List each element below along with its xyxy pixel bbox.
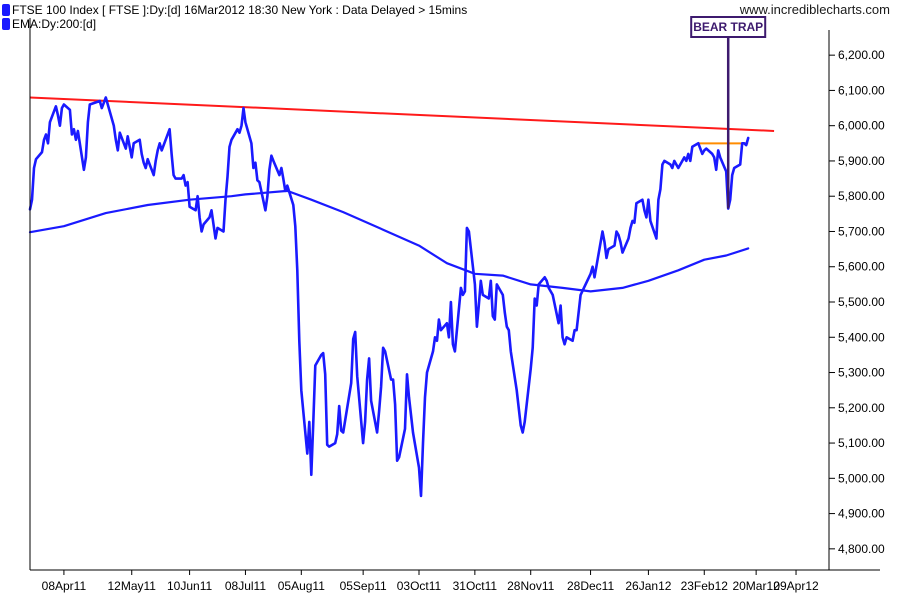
legend-label-price: FTSE 100 Index [ FTSE ]:Dy:[d] 16Mar2012…: [12, 3, 467, 17]
x-tick-label: 03Oct11: [397, 579, 442, 593]
annotation-label: BEAR TRAP: [693, 20, 763, 34]
watermark-text: www.incrediblecharts.com: [739, 2, 890, 17]
x-tick-label: 05Aug11: [278, 579, 325, 593]
x-tick-label: 12May11: [107, 579, 156, 593]
legend: FTSE 100 Index [ FTSE ]:Dy:[d] 16Mar2012…: [2, 3, 467, 31]
bear-trap-annotation: BEAR TRAP: [690, 16, 767, 209]
x-tick-label: 28Dec11: [567, 579, 614, 593]
plot-area: [28, 96, 775, 498]
y-tick-label: 4,800.00: [838, 542, 885, 556]
x-tick-label: 26Jan12: [625, 579, 671, 593]
annotation-box: [690, 16, 767, 38]
y-tick-label: 4,900.00: [838, 507, 885, 521]
x-tick-label: 31Oct11: [453, 579, 498, 593]
y-tick-label: 6,100.00: [838, 83, 885, 97]
x-tick-label: 05Sep11: [340, 579, 387, 593]
y-tick-label: 5,500.00: [838, 295, 885, 309]
legend-label-ema: EMA:Dy:200:[d]: [12, 17, 96, 31]
x-tick-label: 09Apr12: [773, 579, 819, 593]
y-tick-label: 6,000.00: [838, 119, 885, 133]
x-axis: 08Apr11 12May11 10Jun11 08Jul11 05Aug11 05Sep…: [30, 569, 880, 593]
y-tick-label: 5,700.00: [838, 224, 885, 238]
y-tick-label: 5,900.00: [838, 154, 885, 168]
x-tick-label: 28Nov11: [507, 579, 554, 593]
x-tick-label: 20Mar12: [732, 579, 780, 593]
y-tick-label: 6,200.00: [838, 48, 885, 62]
y-tick-label: 5,100.00: [838, 436, 885, 450]
y-tick-label: 5,200.00: [838, 401, 885, 415]
legend-swatch-price: [2, 4, 10, 16]
x-tick-label: 23Feb12: [681, 579, 729, 593]
x-tick-label: 10Jun11: [167, 579, 212, 593]
legend-swatch-ema: [2, 18, 10, 30]
y-tick-label: 5,800.00: [838, 189, 885, 203]
y-axis: 4,800.00 4,900.00 5,000.00 5,100.00 5,200.00…: [29, 18, 885, 570]
x-tick-label: 08Apr11: [42, 579, 87, 593]
x-tick-label: 08Jul11: [225, 579, 266, 593]
y-tick-label: 5,400.00: [838, 330, 885, 344]
y-tick-label: 5,600.00: [838, 260, 885, 274]
y-tick-label: 5,300.00: [838, 366, 885, 380]
series-line-ftse100: [28, 96, 750, 498]
y-tick-label: 5,000.00: [838, 471, 885, 485]
series-line-ema200: [28, 189, 750, 293]
trendline: [29, 96, 775, 132]
